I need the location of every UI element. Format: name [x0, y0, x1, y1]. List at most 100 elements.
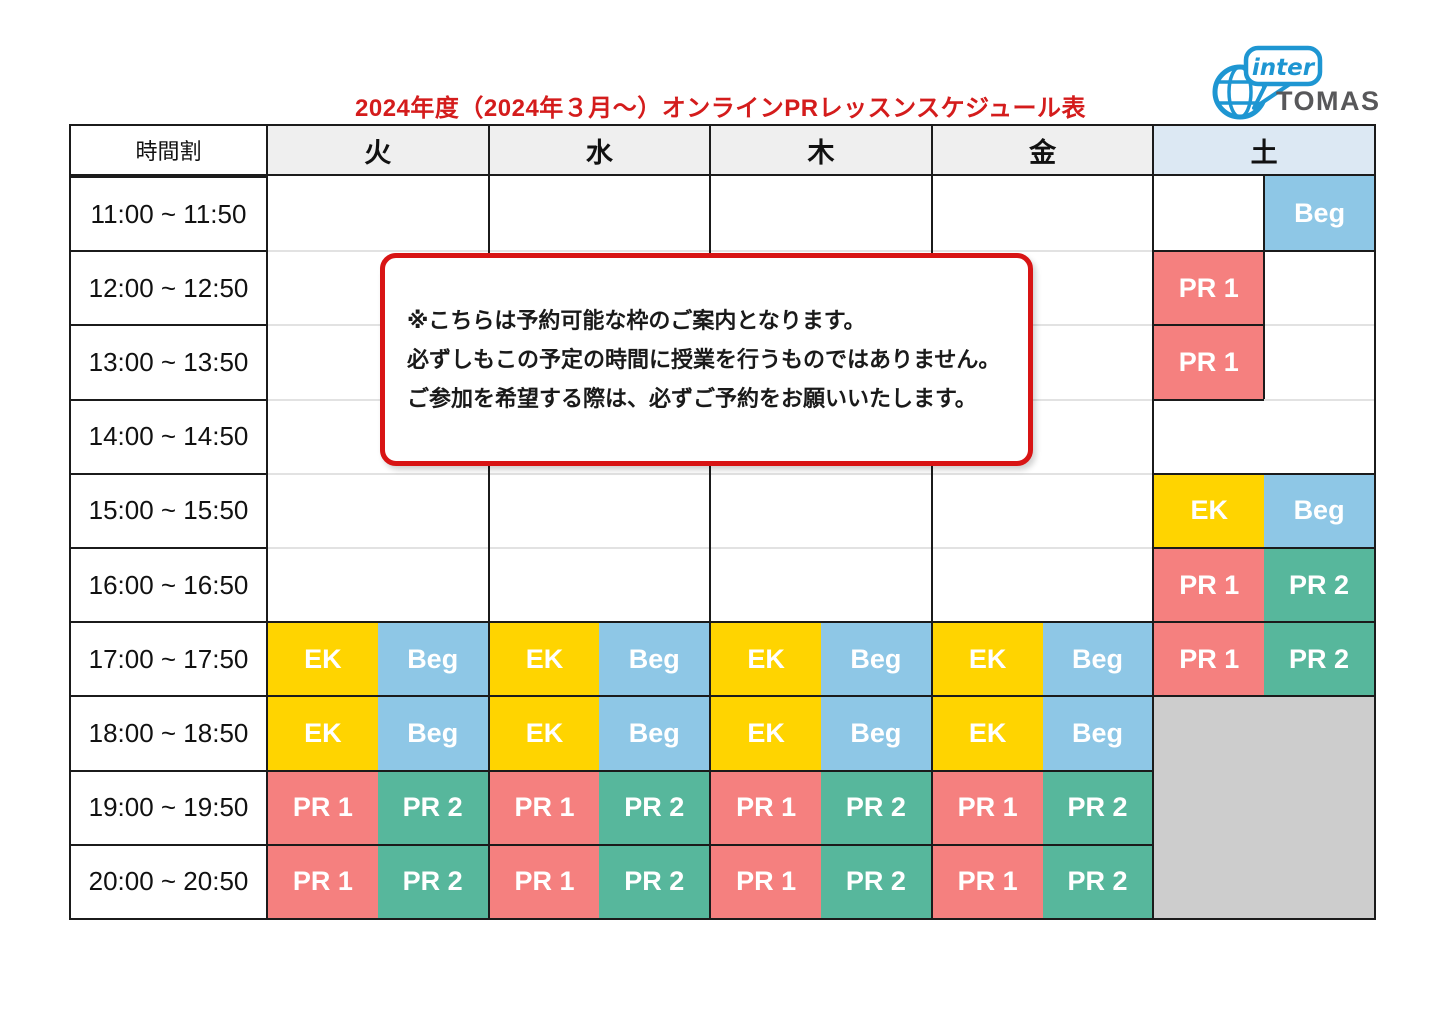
time-slot-label: 18:00 ~ 18:50 [71, 695, 266, 770]
slot-row: PR 1 [1154, 250, 1374, 325]
blocked-cell [1154, 695, 1374, 918]
lesson-cell: PR 1 [932, 769, 1043, 844]
empty-cell [599, 176, 710, 251]
lesson-cell: PR 2 [1264, 546, 1374, 622]
lesson-cell: PR 1 [711, 843, 821, 918]
day-column-木: 木 EK Beg EK Beg PR 1 PR 2 PR 1 PR 2 [709, 126, 931, 918]
empty-cell [268, 546, 378, 622]
lesson-cell: Beg [377, 695, 488, 770]
slot-row: PR 1 PR 2 [1154, 621, 1374, 696]
lesson-cell: PR 2 [599, 769, 710, 844]
slot-row: PR 1 PR 2 [932, 769, 1153, 844]
lesson-cell: Beg [1263, 176, 1374, 251]
lesson-cell: Beg [377, 621, 488, 696]
empty-cell [268, 324, 378, 399]
slot-row: PR 1 PR 2 [1154, 546, 1374, 622]
slot-row: EK Beg [1154, 472, 1374, 547]
empty-cell [711, 546, 821, 622]
day-header: 金 [932, 126, 1153, 176]
slot-row: PR 1 PR 2 [711, 769, 931, 844]
empty-cell [377, 176, 488, 251]
notice-line-1: ※こちらは予約可能な枠のご案内となります。 [407, 308, 866, 333]
time-slot-label: 14:00 ~ 14:50 [71, 398, 266, 473]
empty-cell [268, 176, 378, 251]
slot-row [932, 546, 1153, 622]
slot-row: PR 1 PR 2 [711, 843, 931, 918]
slot-row: PR 1 PR 2 [489, 843, 710, 918]
day-column-火: 火 EK Beg EK Beg PR 1 PR 2 PR 1 PR 2 [266, 126, 488, 918]
lesson-cell: PR 1 [489, 843, 600, 918]
time-slot-label: 17:00 ~ 17:50 [71, 621, 266, 696]
empty-cell [599, 472, 710, 547]
lesson-cell: PR 1 [489, 769, 600, 844]
lesson-cell: EK [489, 621, 600, 696]
slot-row [1154, 398, 1374, 473]
empty-cell [1265, 250, 1374, 325]
time-slot-label: 11:00 ~ 11:50 [71, 176, 266, 251]
empty-cell [1264, 398, 1374, 473]
lesson-cell: PR 1 [1154, 324, 1266, 399]
lesson-cell: Beg [820, 695, 931, 770]
lesson-cell: PR 1 [1154, 621, 1265, 696]
lesson-cell: PR 2 [377, 843, 488, 918]
empty-cell [1042, 472, 1153, 547]
inter-tomas-logo: inter TOMAS [1210, 44, 1380, 124]
empty-cell [1154, 176, 1264, 251]
slot-row: EK Beg [932, 621, 1153, 696]
day-column-金: 金 EK Beg EK Beg PR 1 PR 2 PR 1 PR 2 [930, 126, 1153, 918]
time-slot-label: 16:00 ~ 16:50 [71, 546, 266, 622]
empty-cell [377, 546, 488, 622]
time-column: 時間割 11:00 ~ 11:50 12:00 ~ 12:50 13:00 ~ 13… [71, 126, 266, 918]
empty-cell [268, 398, 378, 473]
empty-cell [711, 472, 821, 547]
slot-row [711, 176, 931, 251]
lesson-cell: PR 2 [1264, 621, 1374, 696]
empty-cell [1154, 398, 1265, 473]
lesson-cell: EK [711, 695, 821, 770]
lesson-cell: PR 2 [1042, 843, 1153, 918]
empty-cell [711, 176, 821, 251]
lesson-cell: Beg [1264, 472, 1374, 547]
empty-cell [1042, 176, 1153, 251]
corner-header: 時間割 [71, 126, 266, 176]
slot-row [268, 176, 488, 251]
schedule-table: 時間割 11:00 ~ 11:50 12:00 ~ 12:50 13:00 ~ 13… [69, 124, 1376, 920]
empty-cell [1042, 250, 1153, 325]
time-slot-label: 12:00 ~ 12:50 [71, 250, 266, 325]
lesson-cell: PR 2 [1042, 769, 1153, 844]
empty-cell [1042, 324, 1153, 399]
slot-row [711, 546, 931, 622]
globe-speech-bubble-icon: inter [1212, 45, 1323, 120]
slot-row: PR 1 PR 2 [932, 843, 1153, 918]
day-header: 木 [711, 126, 931, 176]
slot-row [932, 176, 1153, 251]
lesson-cell: Beg [599, 695, 710, 770]
empty-cell [268, 250, 378, 325]
empty-cell [1042, 546, 1153, 622]
slot-row: EK Beg [489, 621, 710, 696]
lesson-cell: Beg [1042, 621, 1153, 696]
time-slot-label: 19:00 ~ 19:50 [71, 769, 266, 844]
empty-cell [820, 546, 931, 622]
day-header: 土 [1154, 126, 1374, 176]
slot-row: PR 1 PR 2 [489, 769, 710, 844]
slot-row: Beg [1154, 176, 1374, 251]
svg-text:inter: inter [1252, 55, 1316, 81]
slot-row [489, 546, 710, 622]
empty-cell [489, 472, 600, 547]
notice-line-2: 必ずしもこの予定の時間に授業を行うものではありません。 [407, 347, 1001, 372]
slot-row: EK Beg [711, 695, 931, 770]
lesson-cell: EK [932, 621, 1043, 696]
lesson-cell: PR 2 [820, 843, 931, 918]
slot-row: EK Beg [489, 695, 710, 770]
lesson-cell: EK [711, 621, 821, 696]
empty-cell [489, 176, 600, 251]
slot-row: PR 1 PR 2 [268, 769, 488, 844]
day-header: 火 [268, 126, 488, 176]
notice-line-3: ご参加を希望する際は、必ずご予約をお願いいたします。 [407, 386, 977, 411]
slot-row [489, 472, 710, 547]
slot-row: EK Beg [932, 695, 1153, 770]
slot-row: EK Beg [268, 695, 488, 770]
empty-cell [268, 472, 378, 547]
